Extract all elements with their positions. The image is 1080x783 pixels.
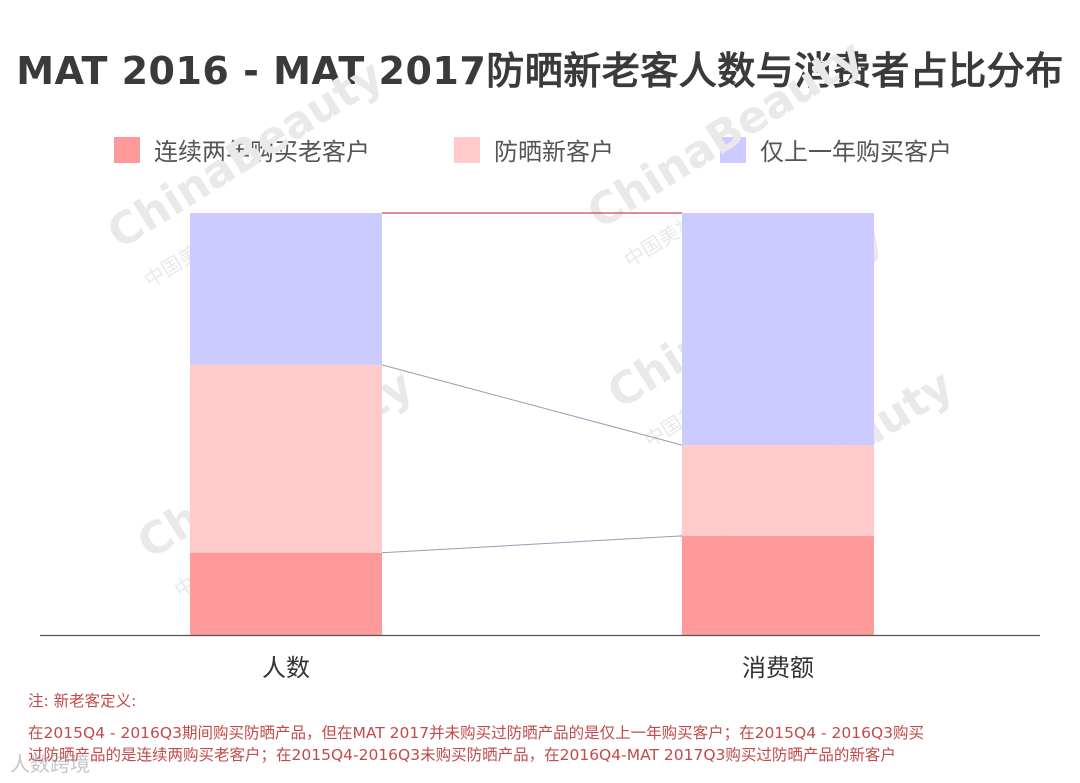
- legend-swatch-new-customers: [454, 136, 480, 163]
- legend-item-old-customers: 连续两年购买老客户: [114, 132, 370, 167]
- legend-swatch-last-year-only: [720, 136, 746, 163]
- bar-segment-old-customers-spend: [682, 535, 874, 635]
- legend: 连续两年购买老客户 防晒新客户 仅上一年购买客户: [0, 132, 1080, 172]
- bar-segment-new-customers-count: [190, 364, 382, 553]
- bar-segment-old-customers-count: [190, 552, 382, 635]
- note-heading: 注: 新老客定义:: [28, 692, 137, 710]
- bar-segment-last-year-only-spend: [682, 213, 874, 446]
- chart-title: MAT 2016 - MAT 2017防晒新老客人数与消费者占比分布: [16, 49, 1064, 93]
- connector-line-1: [381, 535, 683, 554]
- legend-item-last-year-only: 仅上一年购买客户: [720, 132, 952, 167]
- note-line-2: 过防晒产品的是连续两购买老客户；在2015Q4-2016Q3未购买防晒产品，在2…: [28, 746, 896, 764]
- watermark-brand: ChinaBeauty: [579, 30, 872, 240]
- category-label-count: 人数: [262, 654, 310, 682]
- bar-segment-last-year-only-count: [190, 213, 382, 365]
- legend-label-last-year-only: 仅上一年购买客户: [760, 138, 952, 166]
- category-label-spend: 消费额: [742, 654, 814, 682]
- legend-swatch-old-customers: [114, 136, 140, 163]
- legend-item-new-customers: 防晒新客户: [454, 132, 614, 167]
- footer-stamp: 人数跨境: [10, 752, 90, 776]
- bar-segment-new-customers-spend: [682, 445, 874, 536]
- legend-label-new-customers: 防晒新客户: [494, 138, 614, 166]
- note-line-1: 在2015Q4 - 2016Q3期间购买防晒产品，但在MAT 2017并未购买过…: [28, 724, 925, 742]
- connector-line-2: [381, 364, 683, 446]
- legend-label-old-customers: 连续两年购买老客户: [154, 138, 370, 166]
